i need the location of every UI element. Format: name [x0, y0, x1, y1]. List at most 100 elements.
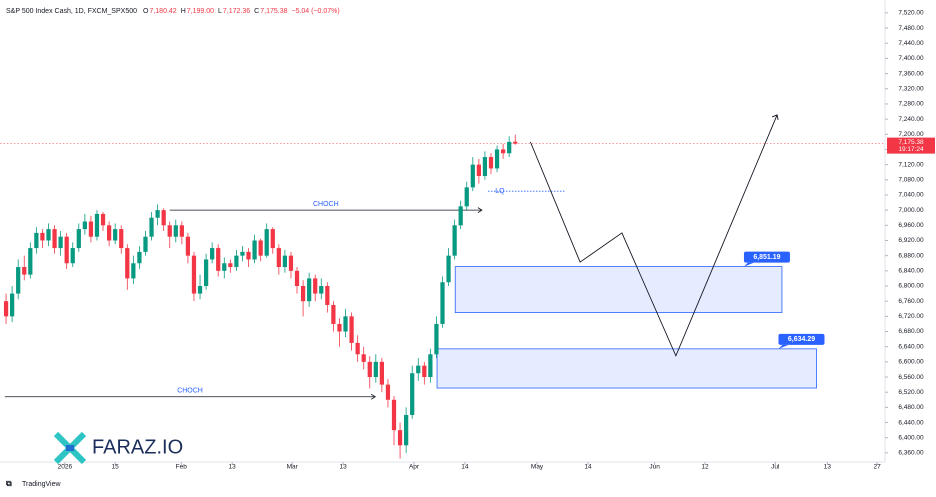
candle-body [337, 323, 342, 332]
y-tick-label: 7,200.00 [898, 131, 924, 138]
y-tick-label: 7,080.00 [898, 177, 924, 184]
x-tick-label: Jun [649, 464, 660, 471]
candle-body [355, 342, 360, 355]
zone [436, 348, 817, 389]
y-tick-label: 6,960.00 [898, 222, 924, 229]
ohlc-key: H [181, 8, 186, 15]
y-tick-label: 6,560.00 [898, 374, 924, 381]
candle-body [240, 251, 245, 256]
candle-body [494, 149, 500, 169]
candle-body [149, 217, 154, 237]
candle-body [22, 267, 27, 275]
watermark-text: FARAZ.IO [92, 436, 183, 458]
candle-body [131, 263, 136, 279]
y-tick-label: 6,520.00 [898, 389, 924, 396]
y-tick-label: 7,320.00 [898, 85, 924, 92]
candle-body [367, 361, 372, 378]
y-tick-label: 6,880.00 [898, 252, 924, 259]
x-tick-label: 14 [461, 464, 469, 471]
projection-arrow [771, 114, 779, 121]
level-label: CHOCH [177, 388, 203, 395]
ohlc-value: 7,180.42 [149, 8, 176, 15]
zone [454, 266, 783, 313]
y-tick-label: 7,120.00 [898, 161, 924, 168]
candle-body [191, 255, 197, 294]
y-tick-label: 7,480.00 [898, 25, 924, 32]
candle-body [500, 149, 506, 154]
y-tick-label: 6,600.00 [898, 359, 924, 366]
candle-body [216, 248, 221, 271]
x-tick-label: 13 [339, 464, 347, 471]
candle-body [379, 361, 385, 385]
candle-body [246, 251, 251, 260]
y-tick-label: 7,240.00 [898, 116, 924, 123]
candle-body [52, 229, 57, 249]
candle-body [252, 240, 257, 260]
candle-body [476, 164, 481, 176]
candle-body [313, 278, 318, 294]
candle-body [270, 229, 275, 249]
y-tick-label: 7,400.00 [898, 55, 924, 62]
candle-body [507, 141, 512, 154]
level-arrow [477, 207, 483, 213]
candle-body [113, 229, 118, 241]
level-label: CHOCH [313, 201, 339, 208]
chart-title: S&P 500 Index Cash, 1D, FXCM_SPX500 [6, 8, 137, 15]
candle-body [434, 323, 439, 355]
candle-body [155, 210, 160, 218]
x-tick-label: May [531, 464, 544, 471]
ohlc-key: L [218, 8, 222, 15]
candle-body [125, 248, 130, 279]
candle-body [203, 259, 209, 286]
x-tick-label: 12 [701, 464, 709, 471]
y-tick-label: 6,440.00 [898, 419, 924, 426]
candle-body [319, 286, 324, 294]
candle-body [440, 282, 445, 324]
candle-body [100, 213, 106, 226]
logo-icon [53, 431, 87, 465]
candle-body [40, 232, 45, 241]
last-price-box [887, 137, 935, 154]
x-tick-label: Feb [176, 464, 188, 471]
y-tick-label: 6,480.00 [898, 404, 924, 411]
candle-body [482, 157, 488, 176]
zone-label: 6,851.19 [753, 254, 780, 261]
candle-body [397, 430, 403, 446]
x-tick-label: 15 [112, 464, 120, 471]
y-tick-label: 7,280.00 [898, 101, 924, 108]
projection-path [529, 114, 778, 357]
candle-body [331, 304, 336, 324]
candle-body [361, 354, 366, 362]
candle-body [422, 365, 427, 378]
candle-body [82, 221, 87, 230]
candle-body [300, 286, 306, 302]
candle-body [143, 236, 148, 252]
candle-body [228, 263, 233, 268]
x-tick-label: 13 [229, 464, 237, 471]
candle-body [488, 157, 494, 169]
candle-body [16, 267, 21, 294]
candle-body [167, 225, 172, 237]
candle-body [513, 141, 518, 144]
candle-body [3, 301, 9, 317]
footer: TradingView [22, 481, 61, 488]
y-tick-label: 7,520.00 [898, 10, 924, 17]
candle-body [58, 236, 63, 249]
candle-body [458, 206, 463, 226]
x-tick-label: Jul [771, 464, 780, 471]
zone-label-pointer [778, 344, 789, 349]
watermark: FARAZ.IO [53, 431, 183, 465]
candle-body [416, 365, 421, 374]
zone-label-box [743, 251, 790, 263]
level-arrow [371, 393, 376, 400]
y-tick-label: 6,360.00 [898, 450, 924, 457]
y-tick-label: 6,720.00 [898, 313, 924, 320]
candle-body [391, 399, 397, 431]
candle-body [94, 213, 100, 237]
change-value: −5.04 (−0.07%) [291, 8, 339, 15]
x-tick-label: Apr [409, 464, 420, 471]
candle-body [179, 225, 184, 237]
candle-body [349, 316, 354, 343]
candle-body [137, 251, 142, 264]
